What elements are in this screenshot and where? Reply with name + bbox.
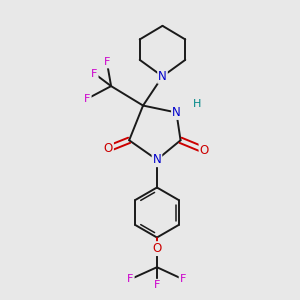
Text: F: F [91,69,98,79]
Text: F: F [128,274,134,284]
Text: N: N [153,153,161,166]
Text: O: O [104,142,113,155]
Text: F: F [154,280,160,290]
Text: N: N [158,70,167,83]
Text: F: F [180,274,186,284]
Text: O: O [152,242,162,255]
Text: H: H [193,99,201,109]
Text: F: F [84,94,91,103]
Text: F: F [104,58,110,68]
Text: N: N [172,106,181,119]
Text: O: O [200,143,209,157]
